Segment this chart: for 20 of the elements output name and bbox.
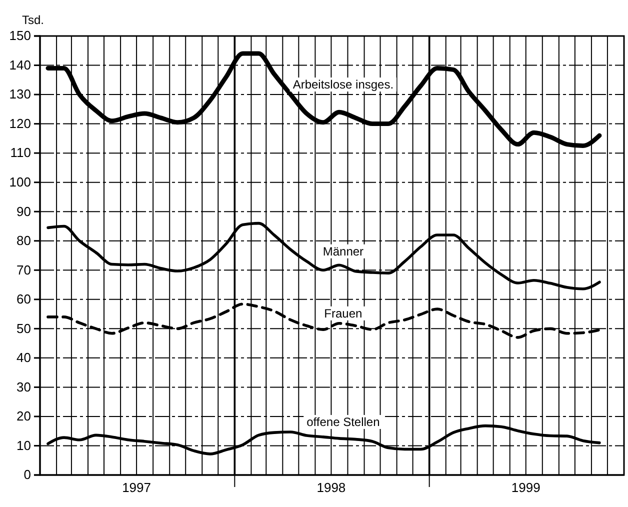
y-tick-label: 20 xyxy=(16,408,31,424)
y-axis-title: Tsd. xyxy=(22,13,44,27)
x-tick-label: 1999 xyxy=(511,480,540,496)
y-tick-label: 110 xyxy=(10,145,31,160)
y-tick-label: 90 xyxy=(16,204,31,219)
y-tick-label: 40 xyxy=(16,350,31,366)
y-tick-label: 0 xyxy=(24,467,31,482)
y-tick-label: 60 xyxy=(16,292,31,307)
x-tick-label: 1997 xyxy=(122,480,151,496)
y-tick-label: 140 xyxy=(9,57,31,72)
y-tick-label: 130 xyxy=(9,86,31,102)
y-tick-label: 120 xyxy=(9,116,31,131)
x-tick-label: 1998 xyxy=(316,480,346,496)
y-tick-label: 70 xyxy=(16,262,31,278)
y-tick-label: 150 xyxy=(9,28,31,44)
y-tick-label: 50 xyxy=(16,320,31,336)
y-tick-label: 80 xyxy=(16,233,31,248)
y-tick-label: 100 xyxy=(9,174,31,190)
y-tick-label: 10 xyxy=(16,438,31,453)
y-tick-label: 30 xyxy=(16,379,31,394)
